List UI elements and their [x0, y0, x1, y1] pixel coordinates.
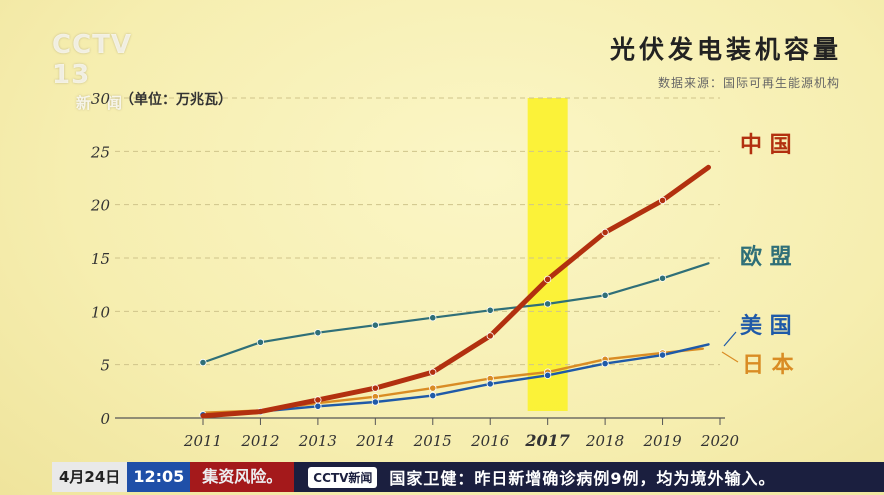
- x-tick-label-2019: 2019: [642, 432, 682, 450]
- y-tick-label-5: 5: [100, 357, 110, 375]
- ticker-channel-logo: CCTV新闻: [308, 466, 378, 488]
- x-tick-label-2013: 2013: [298, 432, 337, 450]
- x-tick-label-2016: 2016: [470, 432, 510, 450]
- point-中国-2019: [658, 196, 667, 204]
- series-line-欧盟: [201, 262, 710, 364]
- data-source: 数据来源：国际可再生能源机构: [657, 76, 840, 90]
- point-欧盟-2014: [371, 321, 379, 329]
- cctv13-logo: CCTV 13 新闻: [52, 30, 172, 112]
- ticker-headline: 国家卫健：昨日新增确诊病例9例，均为境外输入。: [389, 469, 776, 488]
- x-tick-label-2011: 2011: [183, 432, 222, 450]
- y-tick-label-25: 25: [90, 143, 110, 161]
- x-tick-label-2012: 2012: [240, 432, 279, 450]
- legend-label-日本: 日 本: [742, 353, 794, 378]
- point-中国-2018: [601, 228, 609, 236]
- x-tick-label-2015: 2015: [413, 432, 452, 450]
- chart-title: 光伏发电装机容量: [609, 35, 842, 64]
- x-tick-label-2018: 2018: [585, 432, 624, 450]
- y-axis-label: （单位：万兆瓦）: [120, 91, 232, 108]
- point-欧盟-2015: [429, 314, 437, 322]
- logo-sub-text: 新闻: [76, 94, 139, 112]
- leader-line-美国: [723, 331, 737, 347]
- point-美国-2015: [429, 391, 437, 400]
- point-中国-2014: [371, 384, 379, 392]
- y-tick-label-0: 0: [100, 410, 110, 428]
- point-美国-2016: [486, 380, 494, 388]
- series-line-中国: [200, 164, 711, 419]
- point-美国-2013: [314, 402, 322, 410]
- point-欧盟-2018: [601, 291, 609, 299]
- series-line-美国: [201, 343, 710, 416]
- point-欧盟-2017: [544, 300, 552, 308]
- point-美国-2019: [658, 351, 667, 359]
- point-欧盟-2019: [658, 274, 667, 282]
- point-美国-2017: [544, 371, 552, 379]
- y-tick-label-30: 30: [91, 90, 111, 108]
- x-tick-label-2014: 2014: [355, 432, 394, 450]
- legend-label-欧盟: 欧 盟: [740, 244, 792, 270]
- news-ticker: 4月24日 12:05 集资风险。 CCTV新闻 国家卫健：昨日新增确诊病例9例…: [52, 462, 884, 492]
- point-中国-2016: [486, 332, 494, 340]
- legend-label-中国: 中 国: [740, 133, 792, 158]
- highlight-band-2017: [527, 98, 568, 411]
- ticker-channel-name: CCTV新闻: [313, 470, 373, 485]
- point-中国-2017: [544, 275, 552, 283]
- logo-main-text: CCTV 13: [52, 30, 133, 90]
- point-中国-2015: [429, 368, 437, 376]
- y-tick-label-15: 15: [91, 250, 110, 268]
- x-tick-label-2020: 2020: [700, 432, 740, 450]
- y-tick-label-20: 20: [90, 197, 111, 215]
- point-欧盟-2016: [486, 306, 494, 314]
- point-欧盟-2012: [256, 338, 265, 346]
- ticker-previous-headline: 集资风险。: [190, 462, 295, 492]
- leader-line-日本: [721, 351, 739, 363]
- x-tick-label-2017: 2017: [524, 431, 570, 450]
- ticker-time: 12:05: [127, 462, 191, 492]
- point-美国-2018: [601, 359, 609, 368]
- point-中国-2013: [314, 396, 322, 404]
- point-欧盟-2011: [199, 358, 207, 367]
- ticker-date: 4月24日: [52, 462, 128, 492]
- y-tick-label-10: 10: [91, 303, 111, 321]
- point-欧盟-2013: [314, 329, 322, 337]
- point-美国-2014: [371, 398, 379, 406]
- legend-label-美国: 美 国: [740, 313, 792, 339]
- point-日本-2015: [429, 384, 437, 392]
